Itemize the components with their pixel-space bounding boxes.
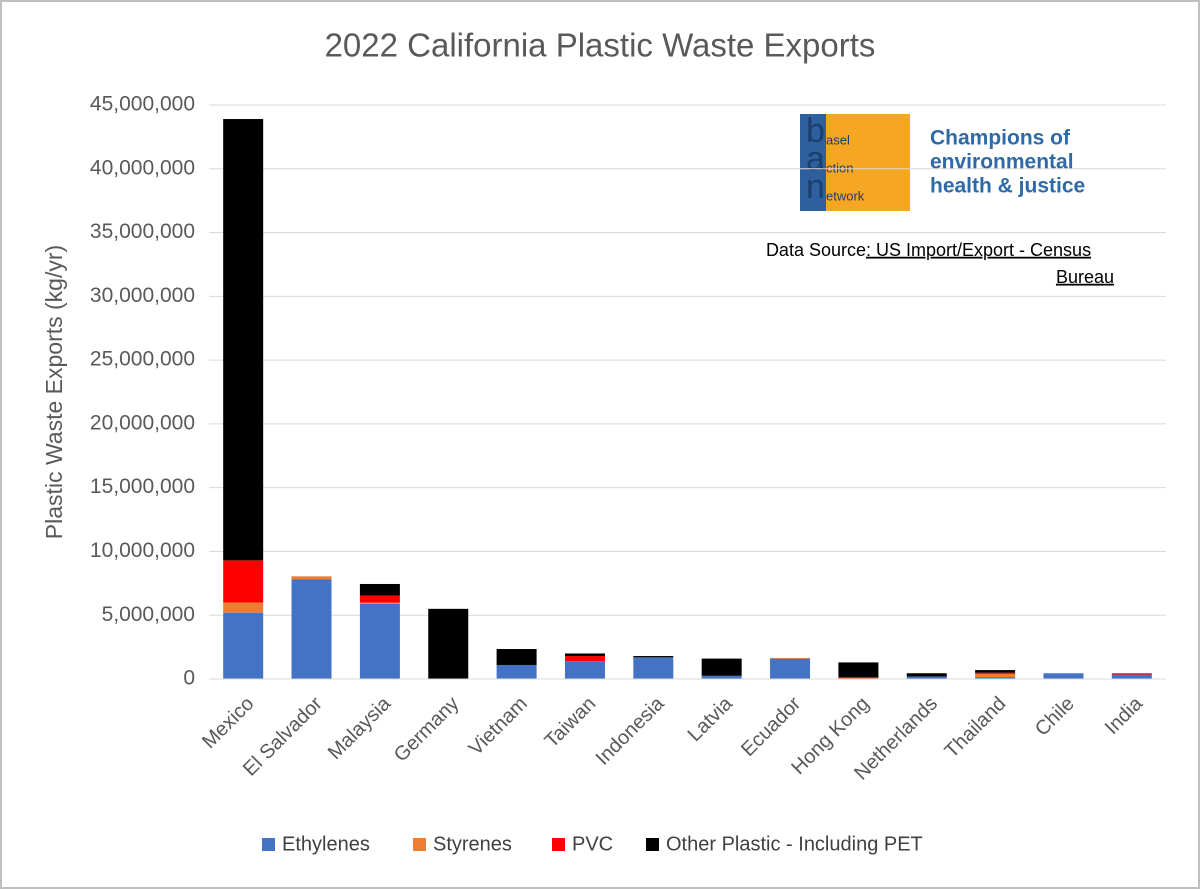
tagline: environmental	[930, 151, 1074, 174]
y-axis-label: Plastic Waste Exports (kg/yr)	[41, 245, 67, 539]
logo-word: ction	[826, 160, 853, 175]
source-link[interactable]: : US Import/Export - Census	[866, 240, 1091, 260]
bar-segment	[291, 579, 332, 679]
y-tick-label: 25,000,000	[90, 348, 195, 371]
y-tick-label: 30,000,000	[90, 284, 195, 307]
logo-letter: n	[806, 168, 825, 206]
legend-swatch	[552, 838, 565, 851]
bar-segment	[838, 662, 879, 678]
bar-segment	[496, 649, 537, 665]
chart-title: 2022 California Plastic Waste Exports	[325, 27, 876, 64]
bar-segment	[1043, 673, 1084, 679]
y-tick-label: 0	[183, 667, 195, 690]
bar-segment	[359, 583, 400, 596]
y-tick-label: 5,000,000	[102, 603, 195, 626]
logo-strip	[800, 114, 826, 211]
bar-segment	[838, 677, 879, 679]
bar-segment	[564, 653, 605, 657]
legend-label: Styrenes	[433, 833, 512, 855]
bar-segment	[564, 661, 605, 679]
bar-segment	[1111, 674, 1152, 679]
bar-segment	[906, 676, 947, 679]
bar-segment	[223, 560, 264, 603]
tagline: health & justice	[930, 175, 1085, 198]
y-tick-label: 15,000,000	[90, 475, 195, 498]
bar-segment	[770, 658, 811, 679]
bar-segment	[223, 119, 264, 561]
legend-label: Ethylenes	[282, 833, 370, 855]
bar-segment	[223, 612, 264, 679]
bar-segment	[428, 608, 469, 679]
bar-segment	[1111, 673, 1152, 675]
legend-label: Other Plastic - Including PET	[666, 833, 923, 855]
bar-segment	[906, 673, 947, 677]
bar-segment	[975, 672, 1016, 674]
bar-segment	[975, 677, 1016, 679]
y-tick-label: 45,000,000	[90, 93, 195, 116]
bar-segment	[564, 656, 605, 662]
bar-segment	[359, 603, 400, 679]
bar-segment	[770, 657, 811, 659]
y-tick-label: 10,000,000	[90, 539, 195, 562]
legend-swatch	[646, 838, 659, 851]
source-link[interactable]: Bureau	[1056, 267, 1114, 287]
bar-segment	[633, 656, 674, 658]
y-tick-label: 35,000,000	[90, 220, 195, 243]
bar-segment	[359, 595, 400, 603]
logo-word: etwork	[826, 188, 865, 203]
legend-swatch	[262, 838, 275, 851]
tagline: Champions of	[930, 127, 1071, 150]
y-tick-label: 40,000,000	[90, 156, 195, 179]
bar-segment	[701, 675, 742, 679]
legend-swatch	[413, 838, 426, 851]
legend-label: PVC	[572, 833, 613, 855]
bar-segment	[633, 657, 674, 679]
bar-segment	[975, 673, 1016, 678]
bar-segment	[291, 576, 332, 580]
bar-segment	[223, 602, 264, 613]
bar-segment	[701, 658, 742, 676]
bar-segment	[359, 602, 400, 604]
bar-segment	[496, 664, 537, 679]
logo-word: asel	[826, 132, 850, 147]
y-tick-label: 20,000,000	[90, 411, 195, 434]
logo-letter: b	[806, 112, 825, 150]
source-label: Data Source	[766, 240, 866, 260]
bar-segment	[975, 670, 1016, 673]
